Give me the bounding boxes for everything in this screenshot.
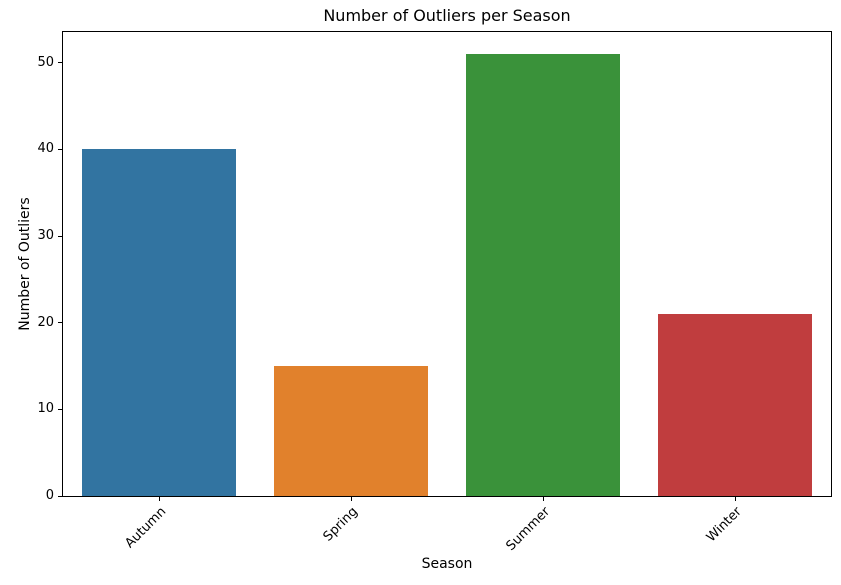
x-tick-mark: [734, 497, 736, 501]
y-tick-label: 20: [37, 314, 54, 330]
x-tick-mark: [350, 497, 352, 501]
x-tick-mark: [542, 497, 544, 501]
x-tick-label: Spring: [320, 504, 361, 545]
x-axis-label: Season: [421, 556, 473, 572]
plot-area: [62, 31, 832, 497]
y-tick-label: 40: [37, 141, 54, 157]
y-axis-label: Number of Outliers: [17, 197, 33, 331]
y-tick-mark: [58, 148, 62, 150]
x-tick-label: Autumn: [121, 504, 169, 552]
y-tick-mark: [58, 235, 62, 237]
bar-winter: [658, 314, 812, 496]
bar-summer: [466, 54, 620, 496]
y-tick-label: 10: [37, 401, 54, 417]
y-tick-mark: [58, 495, 62, 497]
x-tick-mark: [158, 497, 160, 501]
chart-title: Number of Outliers per Season: [323, 6, 571, 25]
y-tick-mark: [58, 62, 62, 64]
y-tick-mark: [58, 408, 62, 410]
x-tick-label: Winter: [703, 504, 745, 546]
y-tick-label: 50: [37, 54, 54, 70]
bar-autumn: [82, 149, 236, 496]
y-tick-label: 0: [45, 488, 54, 503]
bar-spring: [274, 366, 428, 496]
y-tick-label: 30: [37, 228, 54, 244]
x-tick-label: Summer: [503, 504, 553, 554]
y-tick-mark: [58, 322, 62, 324]
